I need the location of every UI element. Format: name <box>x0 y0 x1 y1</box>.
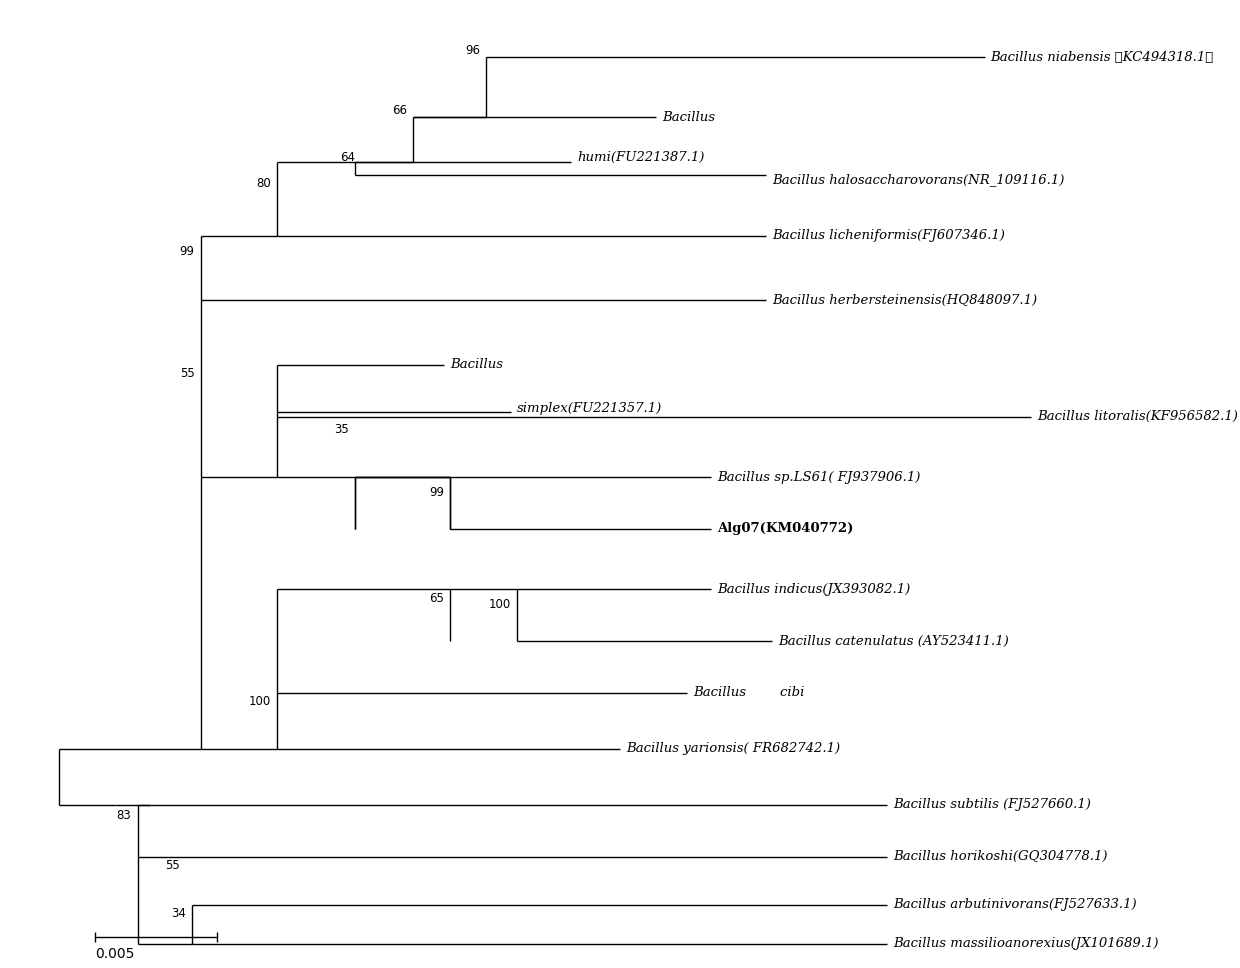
Text: 100: 100 <box>249 695 272 708</box>
Text: Alg07(KM040772): Alg07(KM040772) <box>717 523 853 535</box>
Text: Bacillus litoralis(KF956582.1): Bacillus litoralis(KF956582.1) <box>1037 410 1238 423</box>
Text: Bacillus massilioanorexius(JX101689.1): Bacillus massilioanorexius(JX101689.1) <box>893 937 1159 951</box>
Text: Bacillus arbutinivorans(FJ527633.1): Bacillus arbutinivorans(FJ527633.1) <box>893 898 1137 911</box>
Text: Bacillus indicus(JX393082.1): Bacillus indicus(JX393082.1) <box>717 583 910 595</box>
Text: Bacillus: Bacillus <box>662 111 715 124</box>
Text: 35: 35 <box>335 423 348 437</box>
Text: 65: 65 <box>429 591 444 605</box>
Text: Bacillus catenulatus (AY523411.1): Bacillus catenulatus (AY523411.1) <box>777 634 1008 648</box>
Text: 83: 83 <box>117 809 131 822</box>
Text: 66: 66 <box>392 105 407 117</box>
Text: 100: 100 <box>489 598 511 611</box>
Text: 99: 99 <box>429 486 444 499</box>
Text: 34: 34 <box>171 907 186 920</box>
Text: 99: 99 <box>180 245 195 257</box>
Text: 80: 80 <box>257 177 272 191</box>
Text: 96: 96 <box>465 45 480 57</box>
Text: Bacillus sp.LS61( FJ937906.1): Bacillus sp.LS61( FJ937906.1) <box>717 470 920 484</box>
Text: Bacillus horikoshi(GQ304778.1): Bacillus horikoshi(GQ304778.1) <box>893 850 1107 863</box>
Text: Bacillus: Bacillus <box>450 358 503 372</box>
Text: 0.005: 0.005 <box>95 947 134 961</box>
Text: 55: 55 <box>180 367 195 380</box>
Text: simplex(FU221357.1): simplex(FU221357.1) <box>517 402 662 414</box>
Text: Bacillus yarionsis( FR682742.1): Bacillus yarionsis( FR682742.1) <box>626 742 841 755</box>
Text: Bacillus subtilis (FJ527660.1): Bacillus subtilis (FJ527660.1) <box>893 799 1091 811</box>
Text: 64: 64 <box>340 151 355 164</box>
Text: Bacillus licheniformis(FJ607346.1): Bacillus licheniformis(FJ607346.1) <box>771 229 1004 242</box>
Text: Bacillus        cibi: Bacillus cibi <box>693 686 805 699</box>
Text: Bacillus herbersteinensis(HQ848097.1): Bacillus herbersteinensis(HQ848097.1) <box>771 294 1037 307</box>
Text: 55: 55 <box>165 859 180 872</box>
Text: humi(FU221387.1): humi(FU221387.1) <box>578 151 704 164</box>
Text: Bacillus niabensis （KC494318.1）: Bacillus niabensis （KC494318.1） <box>991 50 1214 64</box>
Text: Bacillus halosaccharovorans(NR_109116.1): Bacillus halosaccharovorans(NR_109116.1) <box>771 173 1064 186</box>
